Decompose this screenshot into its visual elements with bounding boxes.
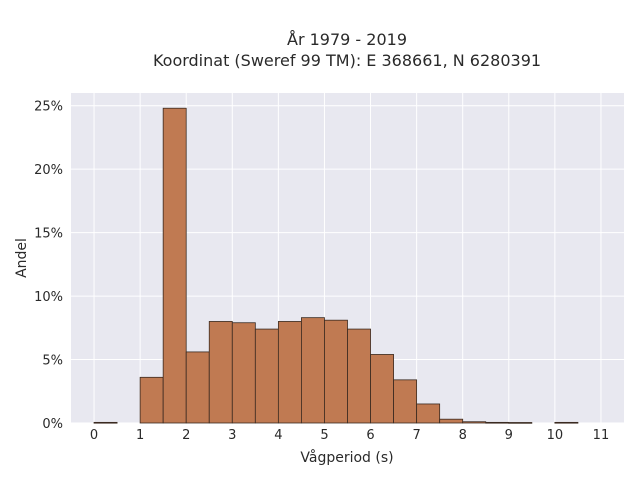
histogram-bar: [139, 376, 164, 424]
histogram-bar: [254, 328, 279, 424]
histogram-bar: [508, 422, 533, 424]
x-axis-label: Vågperiod (s): [300, 449, 393, 466]
y-tick-label: 15%: [34, 227, 63, 242]
y-tick-label: 0%: [42, 417, 63, 432]
histogram-bar: [554, 421, 579, 424]
y-axis-ticks: 0% 5% 10% 15% 20% 25%: [34, 100, 63, 432]
y-tick-label: 20%: [34, 163, 63, 178]
histogram-bar: [231, 322, 256, 424]
histogram-bar: [185, 351, 210, 424]
histogram-bar: [162, 107, 187, 424]
x-tick-label: 4: [274, 428, 282, 443]
y-tick-label: 25%: [34, 100, 63, 115]
x-tick-label: 8: [459, 428, 467, 443]
histogram-bar: [393, 379, 418, 424]
x-axis-ticks: 0 1 2 3 4 5 6 7 8 9 10 11: [90, 428, 609, 443]
x-tick-label: 7: [412, 428, 420, 443]
x-tick-label: 1: [136, 428, 144, 443]
x-tick-label: 9: [505, 428, 513, 443]
chart-title-line-2: Koordinat (Sweref 99 TM): E 368661, N 62…: [153, 51, 541, 70]
histogram-bar: [301, 317, 325, 424]
y-tick-label: 5%: [42, 354, 63, 369]
x-tick-label: 6: [366, 428, 374, 443]
x-tick-label: 0: [90, 428, 98, 443]
x-tick-label: 11: [593, 428, 610, 443]
histogram-bar: [277, 321, 302, 424]
x-tick-label: 2: [182, 428, 190, 443]
histogram-bar: [208, 321, 233, 424]
histogram-bar: [485, 421, 510, 424]
histogram-bar: [370, 354, 394, 424]
histogram-bar: [324, 319, 348, 424]
x-tick-label: 3: [228, 428, 236, 443]
histogram-bar: [93, 421, 118, 424]
bars: [93, 107, 579, 424]
histogram-bar: [462, 421, 487, 424]
x-tick-label: 5: [320, 428, 328, 443]
histogram-bar: [439, 418, 464, 424]
chart-title-line-1: År 1979 - 2019: [287, 30, 407, 49]
x-tick-label: 10: [547, 428, 564, 443]
histogram-bar: [416, 403, 441, 424]
histogram-bar: [347, 328, 371, 424]
y-tick-label: 10%: [34, 290, 63, 305]
y-axis-label: Andel: [14, 238, 30, 278]
